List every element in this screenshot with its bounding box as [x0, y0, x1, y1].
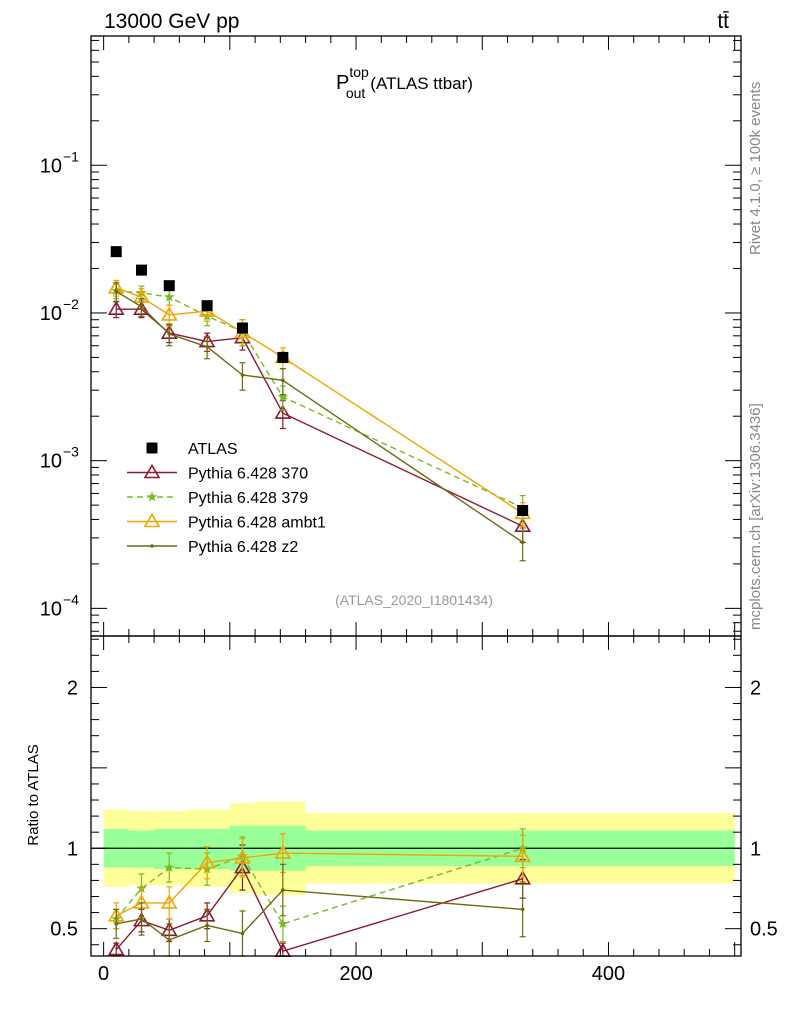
series-1-marker: [277, 391, 289, 402]
series-2-marker: [160, 306, 178, 321]
legend-label: Pythia 6.428 z2: [188, 539, 298, 556]
title-rest: (ATLAS ttbar): [370, 74, 473, 93]
series-3-marker: [139, 305, 144, 309]
series-3-marker: [167, 332, 172, 336]
x-tick-label: 400: [592, 963, 625, 985]
series-1-ratio-marker: [277, 918, 289, 929]
legend-label: Pythia 6.428 379: [188, 490, 308, 507]
main-y-tick-exponent: −3: [63, 444, 79, 460]
series-3-marker: [520, 540, 525, 545]
series-3-ratio-marker: [520, 907, 525, 912]
title-sub: out: [346, 85, 366, 101]
series-3-ratio-marker: [167, 938, 172, 942]
legend-label: ATLAS: [188, 441, 238, 458]
atlas-data-point: [163, 280, 175, 292]
ratio-y-tick-label: 2: [67, 677, 78, 699]
main-y-tick-label: 10: [40, 303, 62, 325]
ratio-y-tick-label: 1: [67, 838, 78, 860]
atlas-data-point: [201, 300, 213, 312]
series-3-ratio-marker: [240, 931, 245, 936]
legend-label: Pythia 6.428 ambt1: [188, 515, 326, 532]
atlas-data-point: [236, 322, 248, 334]
series-3-ratio-marker: [114, 922, 119, 926]
series-3-marker: [240, 373, 245, 377]
series-2-ratio-marker: [234, 849, 251, 864]
plot-title: Ptop out (ATLAS ttbar): [336, 64, 473, 101]
ratio-y-tick-label-right: 0.5: [750, 919, 778, 941]
x-tick-label: 0: [98, 963, 109, 985]
legend-marker: [146, 491, 158, 502]
main-panel: 10−410−310−210−1 Ptop out (ATLAS ttbar) (A…: [40, 35, 742, 637]
atlas-data-point: [110, 246, 122, 258]
atlas-data-point: [277, 351, 289, 363]
ratio-y-tick-label-right: 1: [750, 838, 761, 860]
ratio-series: [107, 828, 532, 957]
x-tick-labels: 0 200 400: [98, 963, 625, 985]
title-sup: top: [349, 64, 369, 80]
process-label: tt̄: [717, 10, 729, 33]
main-y-tick-exponent: −2: [63, 296, 79, 312]
series-1-marker: [164, 291, 175, 302]
main-y-tick-label: 10: [40, 155, 62, 177]
uncertainty-bands: [91, 801, 741, 895]
ratio-ticks: [91, 636, 741, 956]
legend-marker: [143, 512, 161, 528]
series-3-marker: [205, 345, 209, 349]
main-ticks: [91, 36, 741, 636]
band-inner: [154, 828, 186, 870]
legend-marker: [150, 544, 154, 548]
ratio-y-tick-label: 0.5: [50, 919, 78, 941]
main-frame: [90, 35, 742, 637]
atlas-data-point: [135, 264, 147, 276]
main-y-tick-label: 10: [40, 598, 62, 620]
series-3-ratio-marker: [139, 917, 144, 921]
band-inner: [128, 830, 155, 868]
x-tick-label: 200: [339, 963, 372, 985]
series-2-ratio-marker: [514, 847, 532, 863]
rivet-version-label: Rivet 4.1.0, ≥ 100k events: [747, 82, 764, 255]
main-series: [107, 246, 532, 562]
ratio-y-tick-labels: 0.5 0.5 1 1 2 2: [50, 677, 778, 940]
main-y-tick-exponent: −4: [63, 591, 79, 607]
series-2-ratio-marker: [274, 844, 292, 859]
ratio-y-axis-label: Ratio to ATLAS: [25, 744, 42, 845]
series-0-marker: [274, 404, 292, 419]
legend: ATLAS Pythia 6.428 370 Pythia 6.428 379 Pyt…: [127, 441, 326, 556]
legend-marker: [143, 463, 161, 479]
series-3-ratio-marker: [205, 923, 209, 928]
analysis-id: (ATLAS_2020_I1801434): [335, 592, 493, 608]
series-0-ratio-marker: [107, 940, 125, 956]
series-0-marker: [107, 300, 125, 316]
ratio-panel: 0.5 0.5 1 1 2 2 Ratio to ATLAS: [25, 635, 778, 957]
source-label: mcplots.cern.ch [arXiv:1306.3436]: [747, 403, 764, 630]
series-1-ratio-marker: [164, 862, 175, 872]
series-2-ratio-marker: [160, 894, 178, 909]
series-3-marker: [114, 289, 119, 294]
main-y-tick-labels: 10−410−310−210−1: [40, 148, 79, 620]
ratio-frame: [90, 635, 742, 957]
legend-label: Pythia 6.428 370: [188, 466, 308, 483]
main-y-tick-label: 10: [40, 451, 62, 473]
atlas-data-point: [517, 504, 529, 516]
series-3-marker: [281, 378, 285, 383]
legend-marker-atlas: [146, 442, 158, 454]
ratio-y-tick-label-right: 2: [750, 677, 761, 699]
energy-label: 13000 GeV pp: [104, 10, 239, 33]
series-3-ratio-marker: [281, 888, 285, 892]
series-2-ratio-marker: [198, 854, 216, 869]
main-y-tick-exponent: −1: [63, 148, 79, 164]
title-main: P: [336, 72, 349, 94]
